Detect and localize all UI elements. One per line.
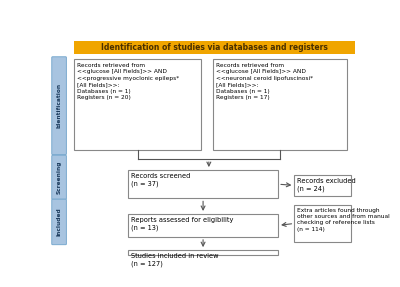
FancyBboxPatch shape — [52, 155, 66, 199]
Text: Identification: Identification — [56, 83, 62, 128]
Bar — [74, 40, 355, 55]
Bar — [128, 170, 278, 198]
Text: Records excluded
(n = 24): Records excluded (n = 24) — [297, 178, 356, 192]
Text: Reports assessed for eligibility
(n = 13): Reports assessed for eligibility (n = 13… — [131, 217, 234, 231]
Text: Records retrieved from
<<glucose [All Fields]>> AND
<<progressive myoclonic epil: Records retrieved from <<glucose [All Fi… — [77, 63, 180, 100]
Text: Screening: Screening — [56, 160, 62, 194]
Text: Included: Included — [56, 208, 62, 236]
Bar — [294, 205, 351, 242]
Bar — [294, 174, 351, 196]
Bar — [213, 59, 348, 150]
Bar — [128, 250, 278, 255]
FancyBboxPatch shape — [52, 57, 66, 155]
Bar — [74, 59, 201, 150]
FancyBboxPatch shape — [52, 199, 66, 245]
Bar — [128, 214, 278, 237]
Text: Records retrieved from
<<glucose [All Fields]>> AND
<<neuronal ceroid lipofuscin: Records retrieved from <<glucose [All Fi… — [216, 63, 313, 100]
Text: Records screened
(n = 37): Records screened (n = 37) — [131, 173, 190, 187]
Text: Identification of studies via databases and registers: Identification of studies via databases … — [101, 43, 328, 52]
Text: Extra articles found through
other sources and from manual
checking of reference: Extra articles found through other sourc… — [297, 208, 390, 232]
Text: Studies included in review
(n = 127): Studies included in review (n = 127) — [131, 253, 218, 267]
